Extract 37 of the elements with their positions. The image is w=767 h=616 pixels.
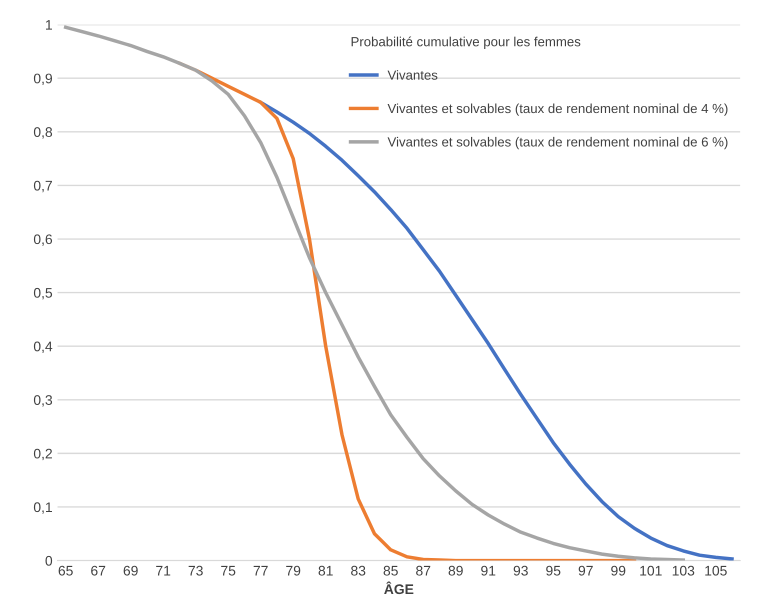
- x-tick-label: 75: [221, 566, 236, 576]
- x-tick-label: 95: [546, 566, 560, 576]
- y-tick-label: 0,9: [34, 74, 52, 86]
- x-tick-label: 71: [156, 566, 170, 576]
- y-tick-label: 0,1: [34, 502, 52, 514]
- x-tick-label: 81: [318, 566, 333, 576]
- y-tick-label: 0,3: [34, 395, 52, 407]
- x-tick-label: 67: [91, 566, 106, 576]
- y-tick-label: 0,8: [34, 127, 52, 139]
- x-tick-label: 101: [640, 566, 662, 576]
- y-tick-label: 0: [45, 556, 52, 566]
- x-tick-label: 105: [705, 566, 727, 576]
- x-tick-label: 65: [58, 566, 73, 576]
- legend-label: Vivantes: [388, 70, 438, 80]
- x-tick-label: 69: [124, 566, 138, 576]
- y-tick-label: 0,4: [34, 342, 52, 353]
- y-tick-label: 0,5: [34, 288, 52, 300]
- legend-label: Vivantes et solvables (taux de rendement nominal de 4 %): [388, 103, 728, 116]
- y-tick-label: 0,7: [34, 180, 52, 192]
- y-tick-label: 0,2: [34, 448, 52, 460]
- x-tick-label: 103: [672, 566, 694, 576]
- x-tick-label: 93: [514, 566, 528, 576]
- x-tick-label: 79: [286, 566, 300, 576]
- x-tick-label: 99: [611, 566, 626, 576]
- x-tick-label: 97: [578, 566, 593, 576]
- x-tick-label: 91: [481, 566, 496, 576]
- x-tick-label: 85: [384, 566, 398, 576]
- x-tick-label: 87: [416, 566, 430, 576]
- x-tick-label: 73: [188, 566, 203, 576]
- x-axis-title: ÂGE: [384, 582, 414, 594]
- x-tick-label: 89: [448, 566, 463, 576]
- y-tick-label: 1: [46, 20, 52, 30]
- legend-title: Probabilité cumulative pour les femmes: [352, 36, 580, 49]
- x-tick-label: 83: [351, 566, 366, 576]
- x-tick-label: 77: [254, 566, 268, 576]
- y-tick-label: 0,6: [34, 234, 52, 246]
- legend-label: Vivantes et solvables (taux de rendement nominal de 6 %): [388, 136, 728, 150]
